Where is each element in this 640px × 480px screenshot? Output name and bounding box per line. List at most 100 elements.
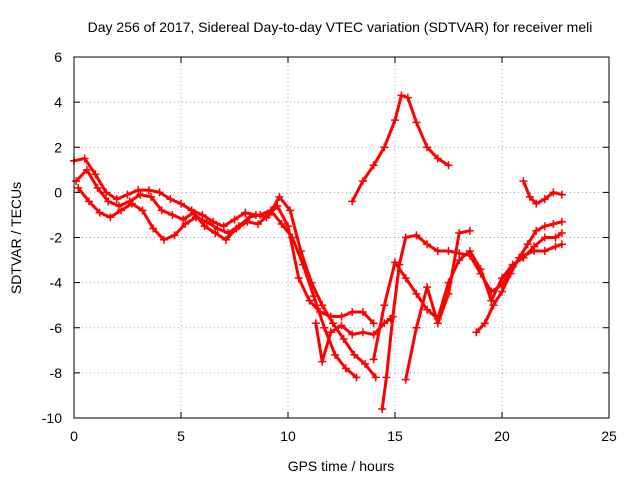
- data-point-marker: [234, 222, 243, 231]
- data-point-marker: [288, 233, 297, 242]
- data-point-marker: [433, 247, 442, 256]
- series-track-h: [401, 226, 474, 384]
- data-point-marker: [168, 210, 177, 219]
- data-point-marker: [489, 301, 498, 310]
- data-point-marker: [380, 143, 389, 152]
- data-point-marker: [95, 208, 104, 217]
- data-point-marker: [540, 222, 549, 231]
- data-point-marker: [339, 335, 348, 344]
- data-point-marker: [266, 206, 275, 215]
- data-point-marker: [256, 210, 265, 219]
- x-tick-label: 20: [494, 428, 510, 444]
- data-point-marker: [328, 319, 337, 328]
- data-point-marker: [515, 253, 524, 262]
- data-point-marker: [275, 192, 284, 201]
- data-point-marker: [309, 292, 318, 301]
- data-point-marker: [397, 91, 406, 100]
- data-point-marker: [106, 213, 115, 222]
- data-point-marker: [455, 228, 464, 237]
- data-point-marker: [506, 269, 515, 278]
- y-tick-label: -2: [50, 230, 63, 246]
- data-point-marker: [433, 154, 442, 163]
- series-track-a: [70, 154, 378, 328]
- data-point-marker: [114, 201, 123, 210]
- data-point-marker: [352, 373, 361, 382]
- data-point-marker: [391, 258, 399, 267]
- y-axis-label: SDTVAR / TECUs: [8, 182, 24, 294]
- data-point-marker: [532, 199, 541, 208]
- data-point-marker: [294, 274, 303, 283]
- data-point-marker: [423, 143, 432, 152]
- x-tick-label: 15: [387, 428, 403, 444]
- data-point-marker: [412, 231, 421, 240]
- data-point-marker: [423, 305, 432, 314]
- data-point-marker: [369, 330, 378, 339]
- data-point-marker: [371, 373, 380, 382]
- data-point-marker: [358, 177, 367, 186]
- data-point-marker: [123, 190, 132, 199]
- data-point-marker: [551, 233, 560, 242]
- data-point-marker: [112, 195, 121, 204]
- data-point-marker: [382, 373, 391, 382]
- data-point-marker: [181, 219, 190, 228]
- data-point-marker: [331, 350, 340, 359]
- data-point-marker: [241, 208, 250, 217]
- data-point-marker: [177, 199, 185, 208]
- data-point-marker: [170, 231, 179, 240]
- series-track-f: [378, 231, 566, 413]
- series-track-j: [519, 177, 566, 208]
- data-point-marker: [127, 199, 136, 208]
- data-point-marker: [465, 247, 474, 256]
- tick-layer: 0 5 10 15 20 25 -10 -8 -6 -4 -2 0 2 4 6: [42, 49, 617, 444]
- data-point-marker: [530, 242, 539, 251]
- data-point-marker: [211, 228, 220, 237]
- data-point-marker: [157, 206, 166, 215]
- data-point-marker: [487, 296, 496, 305]
- data-point-marker: [104, 197, 113, 206]
- series-track-e: [348, 91, 453, 206]
- data-point-marker: [472, 328, 481, 337]
- x-tick-label: 0: [70, 428, 78, 444]
- data-point-marker: [138, 206, 147, 215]
- data-point-marker: [80, 154, 89, 163]
- data-point-marker: [403, 93, 412, 102]
- data-point-marker: [423, 283, 432, 292]
- data-point-marker: [350, 350, 359, 359]
- data-point-marker: [557, 217, 566, 226]
- data-point-marker: [498, 287, 506, 296]
- data-point-marker: [557, 190, 566, 199]
- data-point-marker: [91, 170, 100, 179]
- data-point-marker: [200, 222, 209, 231]
- data-point-marker: [348, 307, 357, 316]
- data-point-marker: [298, 260, 307, 269]
- data-point-marker: [337, 321, 346, 330]
- data-point-marker: [74, 183, 83, 192]
- data-point-marker: [230, 215, 239, 224]
- data-point-marker: [540, 195, 549, 204]
- data-point-marker: [149, 224, 158, 233]
- y-tick-label: -6: [50, 320, 63, 336]
- data-point-marker: [412, 118, 421, 127]
- x-tick-label: 10: [280, 428, 296, 444]
- data-point-marker: [476, 265, 485, 274]
- data-point-marker: [286, 206, 295, 215]
- data-point-marker: [380, 301, 389, 310]
- data-point-marker: [277, 219, 286, 228]
- data-point-marker: [523, 240, 532, 249]
- data-point-marker: [549, 219, 558, 228]
- data-point-marker: [455, 256, 464, 265]
- data-point-marker: [480, 319, 489, 328]
- data-point-marker: [155, 188, 164, 197]
- y-tick-label: -4: [50, 275, 63, 291]
- data-point-marker: [136, 190, 145, 199]
- data-point-marker: [412, 289, 421, 298]
- data-point-marker: [549, 188, 558, 197]
- y-tick-label: -10: [42, 410, 62, 426]
- data-point-marker: [540, 247, 549, 256]
- data-point-marker: [134, 186, 143, 195]
- data-point-marker: [82, 165, 91, 174]
- data-point-marker: [348, 330, 357, 339]
- data-point-marker: [444, 161, 453, 170]
- series-line: [72, 157, 376, 325]
- y-tick-label: 2: [54, 139, 62, 155]
